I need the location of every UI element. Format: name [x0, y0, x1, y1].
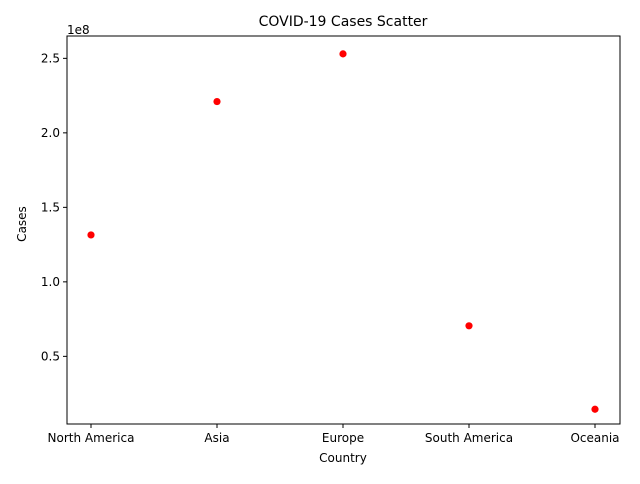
axis-ticks: North America Asia Europe South America Ocea…: [41, 51, 620, 445]
x-tick-label: North America: [48, 431, 135, 445]
x-axis-label: Country: [319, 451, 367, 465]
data-point: [591, 405, 599, 413]
data-point: [339, 50, 347, 58]
y-tick-label: 0.5: [41, 349, 60, 363]
y-offset-label: 1e8: [67, 23, 90, 37]
x-tick-label: Oceania: [570, 431, 619, 445]
data-point: [87, 231, 95, 239]
y-tick-label: 1.0: [41, 275, 60, 289]
data-point: [465, 322, 473, 330]
x-tick-label: Europe: [322, 431, 364, 445]
y-tick-label: 2.0: [41, 126, 60, 140]
chart-title: COVID-19 Cases Scatter: [259, 14, 428, 30]
y-tick-label: 2.5: [41, 51, 60, 65]
data-points: [87, 50, 599, 413]
y-axis-label: Cases: [15, 206, 29, 242]
x-tick-label: Asia: [204, 431, 229, 445]
data-point: [213, 97, 221, 106]
x-tick-label: South America: [425, 431, 513, 445]
y-tick-label: 1.5: [41, 200, 60, 214]
plot-frame: [66, 35, 621, 425]
